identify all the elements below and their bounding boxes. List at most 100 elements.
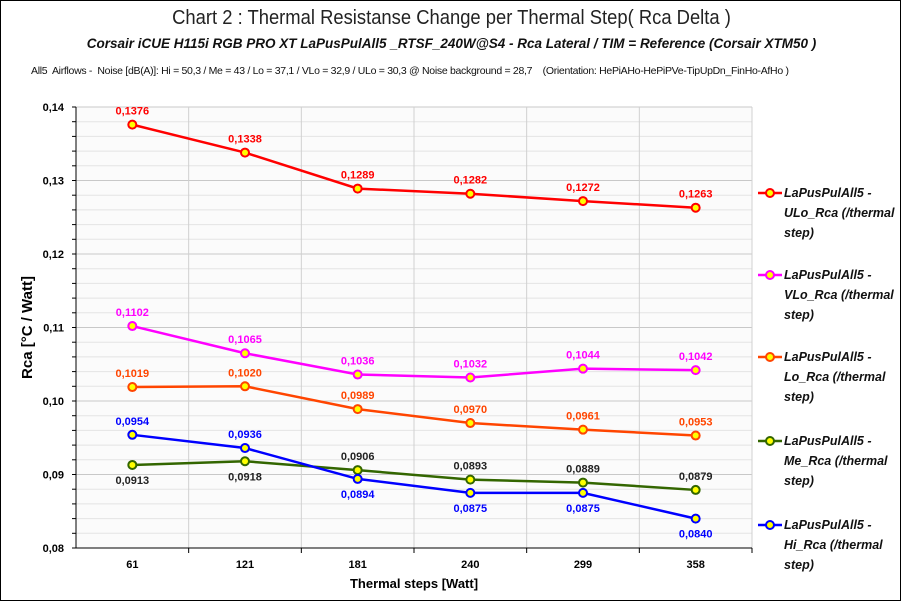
y-tick-label: 0,08 [43, 543, 64, 555]
data-label: 0,0936 [228, 429, 262, 441]
series-line-2 [132, 385, 696, 437]
y-tick-label: 0,12 [43, 249, 64, 261]
data-point [578, 487, 588, 498]
x-tick-label: 240 [461, 559, 479, 571]
data-point [352, 473, 363, 484]
data-label: 0,0989 [341, 390, 375, 402]
data-point [690, 430, 701, 441]
data-label: 0,1065 [228, 334, 262, 346]
data-label: 0,0913 [116, 475, 150, 487]
data-label: 0,1020 [228, 367, 262, 379]
data-point [465, 474, 476, 485]
x-axis-label: Thermal steps [Watt] [350, 576, 478, 591]
data-label: 0,1272 [566, 182, 600, 194]
series-line-1 [132, 324, 696, 379]
data-label: 0,0953 [679, 417, 713, 429]
chart-title: Chart 2 : Thermal Resistanse Change per … [172, 7, 731, 29]
legend-label: LaPusPulAll5 - Lo_Rca (/thermal step) [784, 350, 886, 404]
x-tick-label: 358 [686, 559, 704, 571]
data-point [240, 348, 250, 359]
data-label: 0,0875 [454, 503, 488, 515]
x-tick-label: 181 [348, 559, 366, 571]
data-point [690, 484, 701, 495]
data-point [240, 147, 250, 158]
data-label: 0,1338 [228, 134, 262, 146]
data-point [690, 365, 701, 376]
data-point [240, 381, 250, 392]
data-label: 0,0906 [341, 451, 375, 463]
y-tick-label: 0,13 [43, 176, 64, 188]
legend-label: LaPusPulAll5 - ULo_Rca (/thermal step) [784, 186, 895, 240]
chart-subtitle: Corsair iCUE H115i RGB PRO XT LaPusPulAl… [86, 36, 817, 51]
y-tick-label: 0,11 [43, 323, 64, 335]
data-label: 0,1019 [116, 368, 150, 380]
data-point [352, 183, 363, 194]
data-label: 0,0894 [341, 489, 376, 501]
data-label: 0,0889 [566, 464, 600, 476]
data-label: 0,1032 [454, 358, 488, 370]
data-point [690, 202, 701, 213]
data-label: 0,1044 [566, 350, 601, 362]
legend-label: LaPusPulAll5 - Me_Rca (/thermal step) [784, 434, 888, 488]
x-tick-label: 121 [236, 559, 254, 571]
data-point [127, 459, 138, 470]
data-label: 0,0918 [228, 471, 262, 483]
data-label: 0,1042 [679, 351, 713, 363]
series-line-4 [132, 433, 696, 520]
data-label: 0,0840 [679, 529, 713, 541]
data-point [578, 477, 588, 488]
data-label: 0,1289 [341, 170, 375, 182]
data-point [127, 382, 138, 393]
data-label: 0,0970 [454, 404, 488, 416]
data-label: 0,1376 [116, 106, 150, 118]
data-point [240, 456, 250, 467]
y-tick-label: 0,14 [43, 102, 65, 114]
legend-marker [758, 436, 782, 446]
legend-marker [758, 352, 782, 362]
series-line-3 [132, 460, 696, 492]
data-label: 0,0961 [566, 411, 600, 423]
data-label: 0,1282 [454, 175, 488, 187]
y-axis-label: Rca [°C / Watt] [19, 276, 36, 379]
data-label: 0,1263 [679, 189, 713, 201]
data-point [352, 465, 363, 476]
legend-marker [758, 270, 782, 280]
series-line-0 [132, 123, 696, 209]
data-point [352, 404, 363, 415]
legend-item: LaPusPulAll5 - Hi_Rca (/thermal step) [758, 515, 900, 585]
y-tick-label: 0,09 [43, 470, 64, 482]
data-label: 0,0875 [566, 503, 600, 515]
data-point [352, 369, 363, 380]
data-point [578, 424, 588, 435]
x-tick-label: 61 [126, 559, 138, 571]
x-tick-label: 299 [574, 559, 592, 571]
legend-label: LaPusPulAll5 - Hi_Rca (/thermal step) [784, 518, 883, 572]
legend-item: LaPusPulAll5 - ULo_Rca (/thermal step) [758, 183, 900, 253]
data-point [465, 188, 476, 199]
y-tick-label: 0,10 [43, 396, 64, 408]
data-point [127, 119, 138, 130]
data-point [578, 363, 588, 374]
data-label: 0,0893 [454, 461, 488, 473]
legend-label: LaPusPulAll5 - VLo_Rca (/thermal step) [784, 268, 894, 322]
legend-marker [758, 188, 782, 198]
legend-marker [758, 520, 782, 530]
chart-info: All5 Airflows - Noise [dB(A)]: Hi = 50,3… [31, 65, 789, 77]
data-label: 0,1102 [116, 307, 149, 319]
data-point [127, 429, 138, 440]
data-point [465, 418, 476, 429]
legend-item: LaPusPulAll5 - Me_Rca (/thermal step) [758, 431, 900, 501]
data-label: 0,0954 [116, 416, 151, 428]
data-point [465, 372, 476, 383]
legend-item: LaPusPulAll5 - VLo_Rca (/thermal step) [758, 265, 900, 335]
data-point [240, 443, 250, 454]
data-label: 0,0879 [679, 471, 713, 483]
data-label: 0,1036 [341, 356, 375, 368]
legend-item: LaPusPulAll5 - Lo_Rca (/thermal step) [758, 347, 900, 417]
data-point [578, 196, 588, 207]
data-point [465, 487, 476, 498]
data-point [690, 513, 701, 524]
data-point [127, 321, 138, 332]
